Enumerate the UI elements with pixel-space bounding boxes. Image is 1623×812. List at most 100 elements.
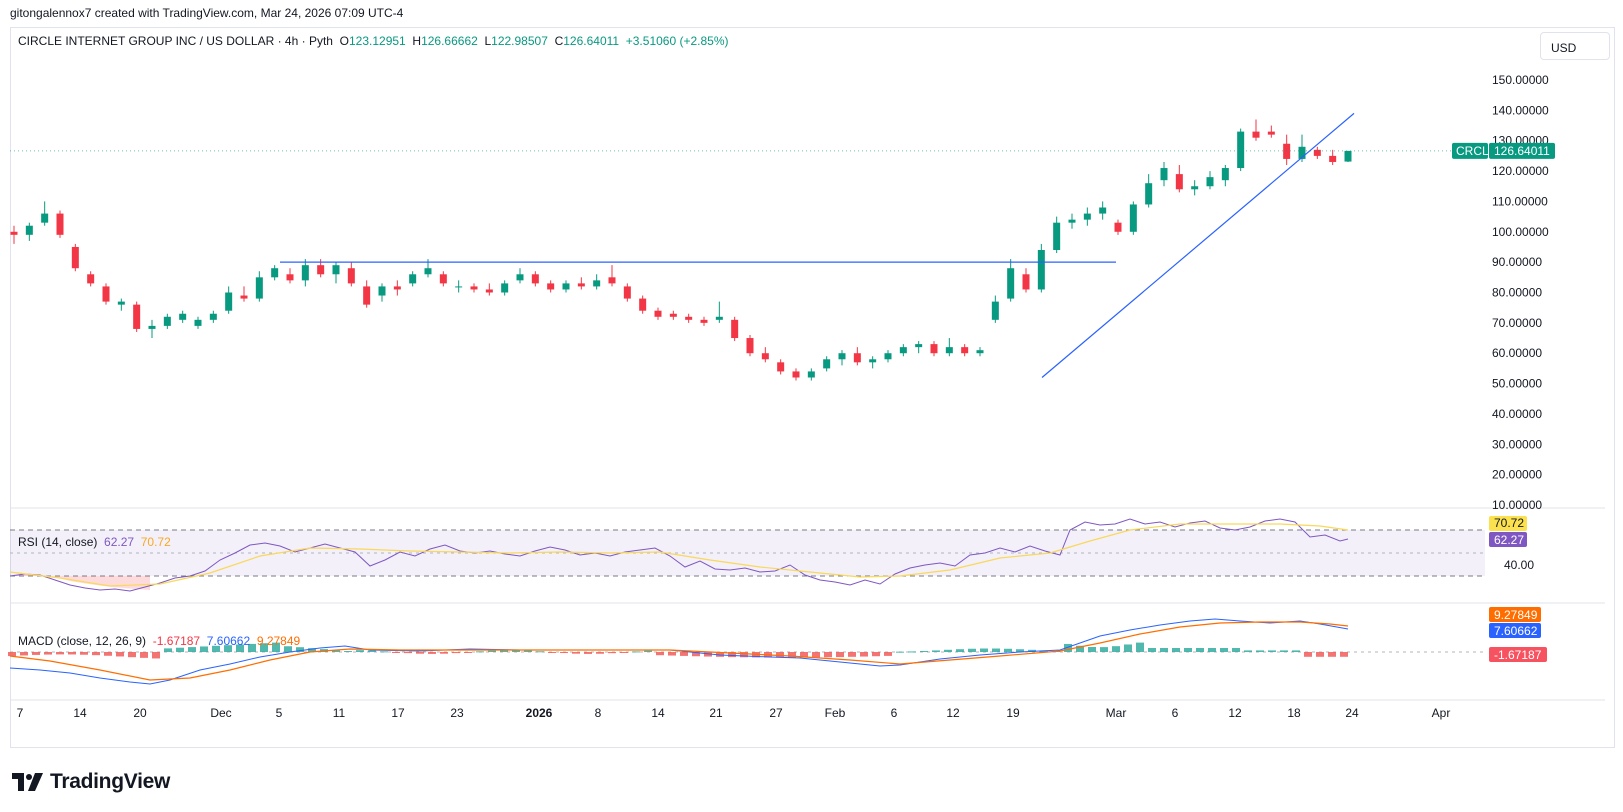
macd-histogram-bar (644, 650, 652, 652)
macd-histogram-value: -1.67187 (152, 634, 201, 648)
candle-body (639, 298, 647, 311)
macd-histogram-bar (152, 652, 160, 659)
macd-histogram-bar (992, 648, 1000, 652)
candle-body (363, 286, 371, 305)
currency-selector-button[interactable]: USD (1540, 32, 1610, 60)
macd-histogram-bar (1148, 648, 1156, 652)
macd-histogram-bar (212, 645, 220, 652)
macd-histogram-bar (524, 650, 532, 652)
time-axis-tick: 24 (1345, 706, 1359, 720)
open-value: 123.12951 (348, 34, 406, 48)
macd-histogram-bar (500, 650, 508, 652)
symbol-legend: CIRCLE INTERNET GROUP INC / US DOLLAR · … (18, 34, 729, 48)
candle-body (1053, 222, 1061, 250)
candle-body (700, 319, 708, 323)
candle-body (669, 313, 677, 317)
price-axis-tick: 110.00000 (1492, 194, 1548, 208)
macd-histogram-bar (560, 652, 568, 654)
time-axis-tick: 11 (333, 706, 346, 720)
candle-body (853, 353, 861, 363)
price-axis-tick: 60.00000 (1492, 346, 1542, 360)
candle-body (715, 316, 723, 320)
macd-histogram-bar (488, 650, 496, 652)
candle-body (915, 344, 923, 348)
candle-body (56, 213, 64, 235)
macd-histogram-bar (356, 650, 364, 652)
candle-body (945, 347, 953, 354)
candle-body (1267, 131, 1275, 135)
candle-body (332, 265, 340, 275)
rsi-oversold-fill (10, 574, 150, 590)
candle-body (899, 347, 907, 354)
macd-histogram-bar (692, 652, 700, 657)
candle-body (1344, 150, 1352, 162)
candle-body (1252, 131, 1260, 138)
candle-body (225, 292, 233, 311)
candle-body (240, 295, 248, 299)
candle-body (194, 319, 202, 326)
candle-body (409, 274, 417, 284)
high-label: H (412, 34, 422, 48)
macd-histogram-bar (1292, 650, 1300, 652)
macd-histogram-bar (176, 647, 184, 652)
macd-histogram-bar (740, 652, 748, 658)
last-price-tag-bg (1489, 142, 1555, 159)
close-label: C (554, 34, 564, 48)
macd-histogram-bar (1316, 652, 1324, 657)
tradingview-logo[interactable]: TradingView (12, 770, 170, 794)
tradingview-logo-icon (12, 773, 43, 791)
candle-body (961, 347, 969, 354)
candle-body (25, 225, 33, 235)
price-axis-tick: 40.00000 (1492, 407, 1542, 421)
macd-histogram-bar (548, 652, 556, 653)
macd-histogram-bar (440, 652, 448, 654)
macd-histogram-bar (20, 652, 28, 656)
price-axis-tick: 80.00000 (1492, 286, 1542, 300)
candle-body (608, 277, 616, 284)
macd-histogram-bar (608, 652, 616, 654)
candle-body (393, 286, 401, 290)
candle-body (547, 283, 555, 290)
time-axis-tick: 5 (276, 706, 283, 720)
macd-histogram-bar (1112, 646, 1120, 652)
candle-body (1022, 274, 1030, 290)
macd-histogram-bar (728, 652, 736, 658)
macd-histogram-bar (476, 651, 484, 653)
macd-histogram-bar (188, 647, 196, 652)
macd-histogram-bar (896, 651, 904, 653)
time-axis-tick: 12 (1228, 706, 1242, 720)
macd-histogram-bar (1076, 645, 1084, 652)
candle-body (378, 286, 386, 296)
macd-histogram-bar (1340, 652, 1348, 657)
price-axis-tick: 90.00000 (1492, 255, 1542, 269)
macd-histogram-bar (128, 652, 136, 658)
rising-trendline (1041, 112, 1355, 378)
change-value: +3.51060 (+2.85%) (625, 34, 729, 48)
time-axis-tick: 2026 (526, 706, 553, 720)
candle-body (1037, 250, 1045, 290)
time-axis-tick: Dec (210, 706, 231, 720)
macd-histogram-bar (956, 649, 964, 652)
macd-line-value: 7.60662 (206, 634, 251, 648)
candle-body (516, 274, 524, 281)
candle-body (807, 371, 815, 378)
candle-body (470, 286, 478, 290)
macd-histogram-bar (1136, 642, 1144, 652)
candle-body (455, 286, 463, 288)
symbol-tag-bg (1452, 142, 1488, 159)
rsi-line (9, 518, 1349, 592)
candle-body (163, 316, 171, 326)
macd-line-tag-bg (1489, 623, 1541, 638)
time-axis-tick: 6 (1172, 706, 1179, 720)
candle-body (255, 277, 263, 299)
candle-body (654, 310, 662, 317)
candle-body (777, 362, 785, 372)
candle-body (562, 283, 570, 290)
macd-histogram-bar (200, 646, 208, 652)
time-axis-tick: Apr (1432, 706, 1451, 720)
macd-histogram-bar (980, 648, 988, 652)
candle-body (41, 213, 49, 223)
macd-signal-line (9, 621, 1349, 681)
rsi-tag: 62.27 (1494, 533, 1524, 547)
